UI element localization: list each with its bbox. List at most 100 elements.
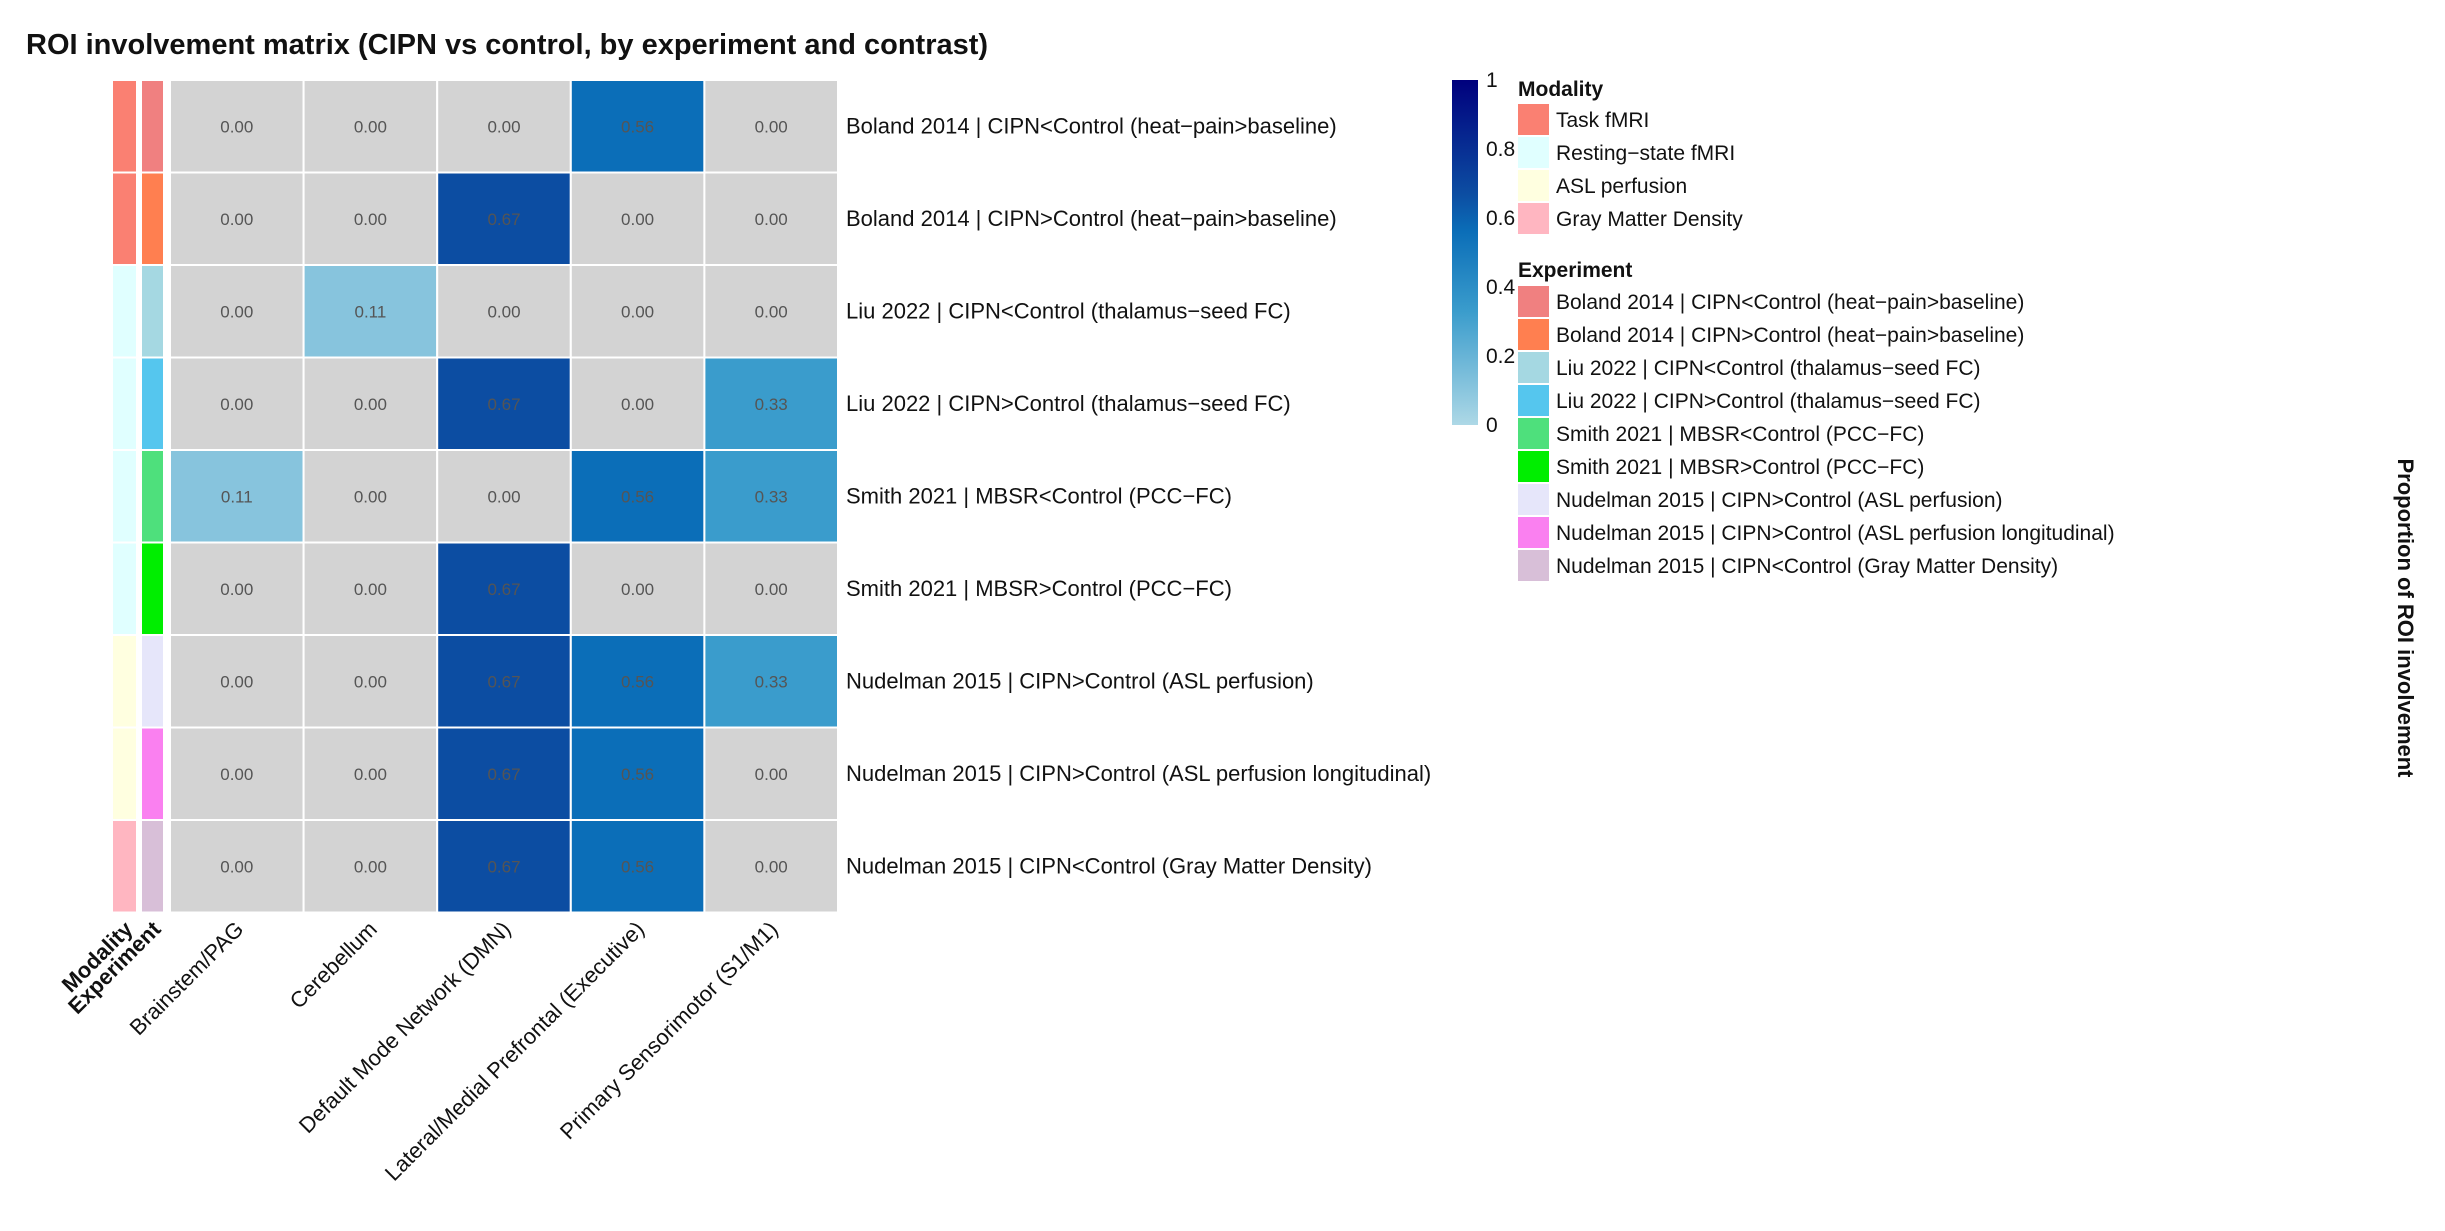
cell-value-label: 0.00 xyxy=(755,210,788,229)
cell-value-label: 0.00 xyxy=(220,857,253,876)
heatmap-cell xyxy=(169,726,305,821)
cell-value-label: 0.00 xyxy=(354,117,387,136)
cell-value-label: 0.56 xyxy=(621,765,654,784)
legend-item-label: Liu 2022 | CIPN>Control (thalamus−seed F… xyxy=(1556,390,1981,413)
experiment-annotation-cell xyxy=(140,726,165,821)
cell-value-label: 0.00 xyxy=(220,672,253,691)
heatmap-cell xyxy=(302,819,439,914)
cell-value-label: 0.00 xyxy=(354,210,387,229)
cell-value-label: 0.00 xyxy=(220,765,253,784)
modality-annotation-cell xyxy=(111,449,138,544)
heatmap-cell xyxy=(302,79,439,174)
cell-value-label: 0.67 xyxy=(487,765,520,784)
cell-value-label: 0.00 xyxy=(354,395,387,414)
colorbar-tick-label: 0.2 xyxy=(1486,345,1515,368)
cell-value-label: 0.00 xyxy=(755,765,788,784)
heatmap-cell xyxy=(703,449,840,544)
experiment-annotation-cell xyxy=(140,449,165,544)
cell-value-label: 0.67 xyxy=(487,672,520,691)
legend-swatch xyxy=(1518,319,1549,350)
modality-annotation-cell xyxy=(111,79,138,174)
modality-annotation-cell xyxy=(111,634,138,729)
experiment-annotation-cell xyxy=(140,356,165,451)
cell-value-label: 0.00 xyxy=(755,302,788,321)
heatmap-cell xyxy=(302,726,439,821)
row-label: Smith 2021 | MBSR>Control (PCC−FC) xyxy=(846,576,1232,601)
heatmap-cell xyxy=(302,541,439,636)
colorbar: 0 0.2 0.4 0.6 0.8 1 xyxy=(1452,69,1516,437)
legend-item-label: Boland 2014 | CIPN<Control (heat−pain>ba… xyxy=(1556,291,2024,314)
cell-value-label: 0.00 xyxy=(354,765,387,784)
legend-item-label: Smith 2021 | MBSR>Control (PCC−FC) xyxy=(1556,456,1924,479)
heatmap-cell xyxy=(302,356,439,451)
heatmap-cell xyxy=(436,356,572,451)
legend-swatch xyxy=(1518,550,1549,581)
cell-value-label: 0.00 xyxy=(755,580,788,599)
modality-annotation-cell xyxy=(111,171,138,266)
cell-value-label: 0.33 xyxy=(755,672,788,691)
experiment-annotation-cell xyxy=(140,541,165,636)
heatmap-cell xyxy=(569,356,706,451)
heatmap-cell xyxy=(703,819,840,914)
cell-value-label: 0.00 xyxy=(487,487,520,506)
legend-title-experiment: Experiment xyxy=(1518,259,1632,282)
experiment-annotation-cell xyxy=(140,819,165,914)
column-label: Cerebellum xyxy=(285,916,382,1013)
cell-value-label: 0.00 xyxy=(755,857,788,876)
row-label: Boland 2014 | CIPN>Control (heat−pain>ba… xyxy=(846,206,1337,231)
heatmap-cell xyxy=(169,356,305,451)
cell-value-label: 0.00 xyxy=(621,395,654,414)
colorbar-tick-label: 1 xyxy=(1486,69,1498,92)
legend-swatch xyxy=(1518,137,1549,168)
legend-swatch xyxy=(1518,385,1549,416)
row-label: Nudelman 2015 | CIPN>Control (ASL perfus… xyxy=(846,761,1431,786)
cell-value-label: 0.00 xyxy=(220,210,253,229)
legend-swatch xyxy=(1518,286,1549,317)
legend-swatch xyxy=(1518,352,1549,383)
legend: Modality Task fMRI Resting−state fMRI ASL p… xyxy=(1518,78,2115,581)
cell-value-label: 0.67 xyxy=(487,580,520,599)
legend-title-modality: Modality xyxy=(1518,78,1603,101)
cell-value-label: 0.33 xyxy=(755,487,788,506)
heatmap-cell xyxy=(569,541,706,636)
legend-swatch xyxy=(1518,484,1549,515)
heatmap-cell xyxy=(436,449,572,544)
row-label: Smith 2021 | MBSR<Control (PCC−FC) xyxy=(846,483,1232,508)
cell-value-label: 0.00 xyxy=(220,395,253,414)
heatmap-cell xyxy=(169,634,305,729)
heatmap-cell xyxy=(436,171,572,266)
heatmap-cell xyxy=(436,79,572,174)
cell-value-label: 0.00 xyxy=(487,302,520,321)
heatmap-cell xyxy=(703,171,840,266)
cell-value-label: 0.00 xyxy=(621,302,654,321)
legend-item-label: Nudelman 2015 | CIPN>Control (ASL perfus… xyxy=(1556,522,2115,545)
legend-item-label: Smith 2021 | MBSR<Control (PCC−FC) xyxy=(1556,423,1924,446)
colorbar-gradient xyxy=(1452,80,1478,425)
cell-value-label: 0.00 xyxy=(621,210,654,229)
modality-annotation-cell xyxy=(111,264,138,359)
legend-swatch xyxy=(1518,517,1549,548)
heatmap-cell xyxy=(169,171,305,266)
cell-value-label: 0.00 xyxy=(354,857,387,876)
legend-item-label: Boland 2014 | CIPN>Control (heat−pain>ba… xyxy=(1556,324,2024,347)
colorbar-tick-label: 0 xyxy=(1486,414,1498,437)
experiment-annotation-cell xyxy=(140,171,165,266)
heatmap-cell xyxy=(436,541,572,636)
cell-value-label: 0.00 xyxy=(354,487,387,506)
legend-swatch xyxy=(1518,203,1549,234)
row-label: Liu 2022 | CIPN<Control (thalamus−seed F… xyxy=(846,298,1291,323)
row-label: Nudelman 2015 | CIPN>Control (ASL perfus… xyxy=(846,668,1314,693)
column-label: Primary Sensorimotor (S1/M1) xyxy=(555,916,783,1144)
chart-title: ROI involvement matrix (CIPN vs control,… xyxy=(26,29,988,61)
heatmap-cell xyxy=(703,726,840,821)
row-label: Nudelman 2015 | CIPN<Control (Gray Matte… xyxy=(846,853,1372,878)
cell-value-label: 0.00 xyxy=(220,580,253,599)
heatmap-cell xyxy=(169,449,305,544)
legend-item-label: Gray Matter Density xyxy=(1556,208,1743,231)
colorbar-tick-label: 0.4 xyxy=(1486,276,1516,299)
legend-swatch xyxy=(1518,170,1549,201)
legend-item-label: Nudelman 2015 | CIPN<Control (Gray Matte… xyxy=(1556,555,2058,578)
